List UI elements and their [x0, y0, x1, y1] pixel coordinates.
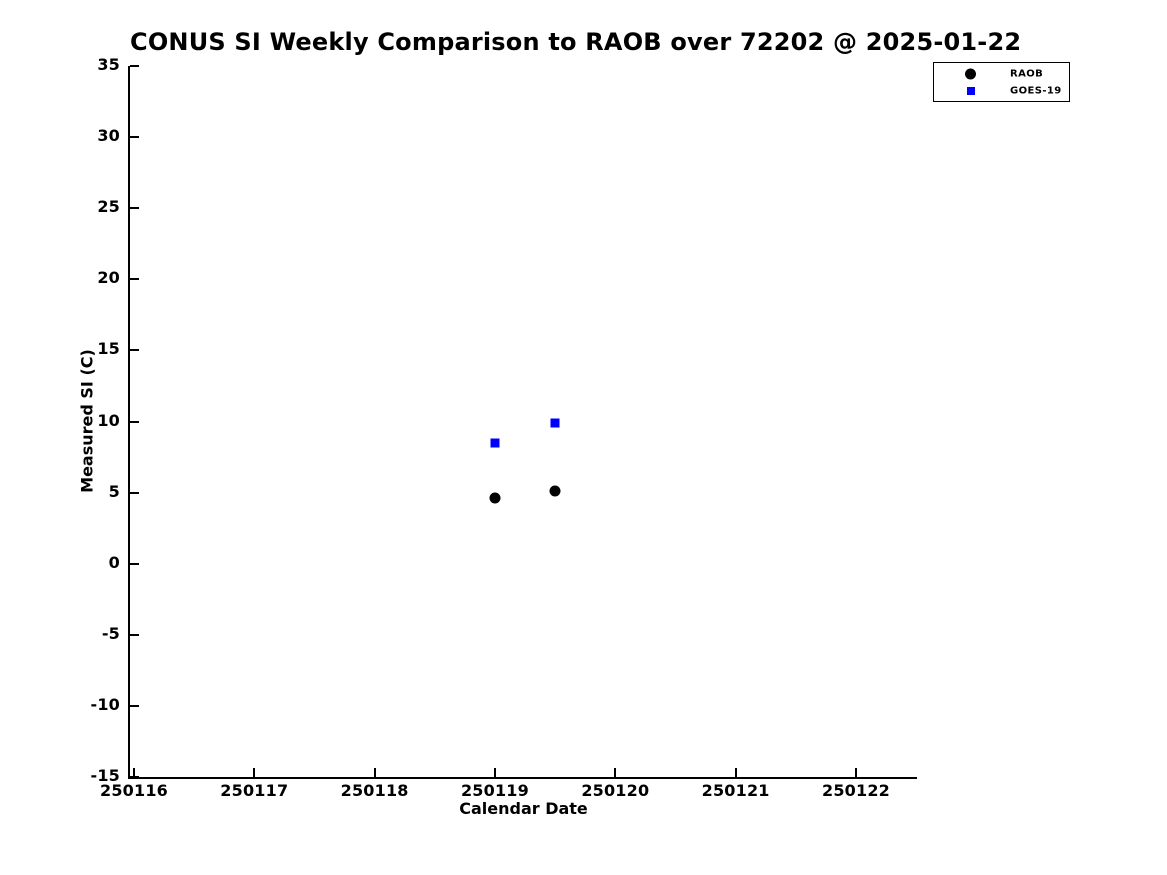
x-tick-mark: [734, 768, 737, 777]
y-tick-label: -10: [90, 694, 120, 714]
x-tick-mark: [373, 768, 376, 777]
y-tick-mark: [130, 207, 139, 210]
x-tick-label: 250116: [99, 781, 168, 800]
y-tick-mark: [130, 491, 139, 494]
y-tick-mark: [130, 278, 139, 281]
y-tick-label: 25: [97, 197, 120, 217]
legend-item-raob: RAOB: [934, 65, 1069, 83]
y-tick-mark: [130, 65, 139, 67]
x-tick-mark: [132, 768, 135, 777]
y-tick-mark: [130, 633, 139, 636]
x-tick-label: 250118: [340, 781, 409, 800]
y-tick-mark: [130, 420, 139, 423]
legend: RAOB GOES-19: [933, 62, 1070, 102]
x-axis-label: Calendar Date: [459, 799, 588, 818]
x-tick-label: 250122: [821, 781, 890, 800]
goes-19-data-point: [490, 438, 500, 448]
raob-data-point: [549, 485, 561, 497]
goes-19-square-icon: [966, 87, 975, 95]
legend-label-goes-19: GOES-19: [1010, 85, 1062, 97]
raob-data-point: [489, 492, 501, 504]
raob-circle-icon: [965, 68, 976, 80]
y-tick-label: 10: [97, 410, 120, 430]
y-tick-mark: [130, 562, 139, 565]
y-tick-label: 30: [97, 126, 120, 146]
legend-label-raob: RAOB: [1010, 68, 1044, 80]
x-tick-mark: [614, 768, 617, 777]
x-tick-label: 250121: [701, 781, 770, 800]
plot-area: 250116 250117 250118 250119 250120 250121 2501…: [90, 55, 917, 800]
y-tick-label: -15: [90, 766, 120, 785]
legend-item-goes-19: GOES-19: [934, 82, 1069, 100]
x-tick-label: 250117: [220, 781, 289, 800]
y-tick-label: 5: [108, 481, 120, 501]
chart-title: CONUS SI Weekly Comparison to RAOB over …: [130, 28, 1022, 56]
y-tick-label: -5: [101, 623, 120, 643]
x-tick-label: 250120: [581, 781, 650, 800]
x-tick-mark: [253, 768, 256, 777]
y-tick-mark: [130, 136, 139, 139]
x-tick-mark: [854, 768, 857, 777]
x-tick-mark: [493, 768, 496, 777]
y-tick-label: 0: [108, 552, 120, 572]
y-tick-mark: [130, 349, 139, 352]
y-tick-mark: [130, 776, 139, 778]
x-tick-label: 250119: [460, 781, 529, 800]
goes-19-data-point: [550, 418, 560, 428]
y-tick-label: 15: [97, 339, 120, 359]
y-tick-mark: [130, 704, 139, 707]
y-tick-label: 35: [97, 55, 120, 74]
y-tick-label: 20: [97, 268, 120, 288]
y-axis-label: Measured SI (C): [77, 349, 97, 493]
